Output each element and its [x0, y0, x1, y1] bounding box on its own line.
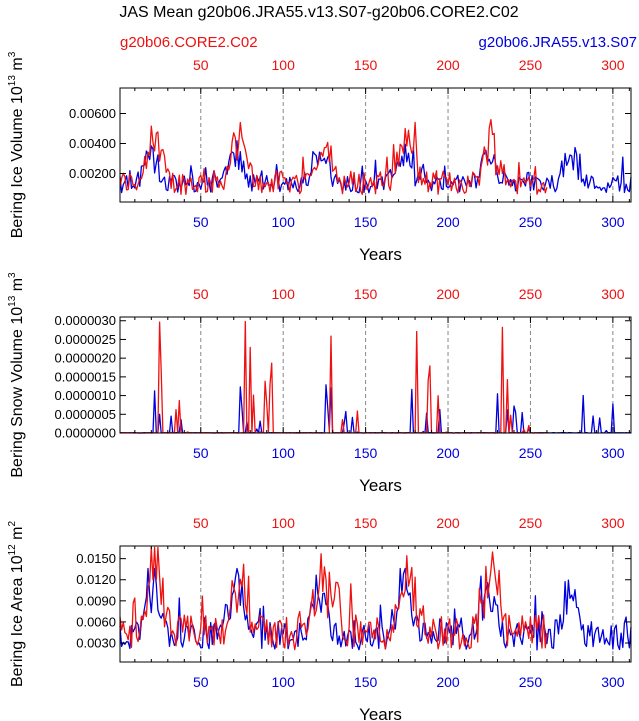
x-tick-label-bottom: 50	[193, 674, 209, 690]
x-tick-label-top: 200	[436, 515, 460, 531]
y-tick-label: 0.0060	[76, 614, 116, 629]
series-line-jra55-panel-1	[119, 140, 632, 194]
x-tick-label-top: 300	[601, 286, 625, 302]
y-axis-label: Bering Snow Volume 1013 m3	[7, 272, 26, 478]
x-tick-label-bottom: 100	[272, 214, 296, 230]
y-tick-label: 0.0000000	[55, 426, 116, 441]
y-tick-label: 0.0000010	[55, 388, 116, 403]
figure-title: JAS Mean g20b06.JRA55.v13.S07-g20b06.COR…	[119, 4, 518, 21]
chart-panel-3: 0.0030 0.0060 0.0090 0.0120 0.0150 50 50 100 100…	[7, 515, 632, 721]
plot-frame	[119, 545, 632, 663]
x-tick-label-top: 250	[519, 515, 543, 531]
x-axis-label: Years	[359, 245, 402, 264]
x-tick-label-top: 100	[272, 515, 296, 531]
x-tick-label-top: 250	[519, 57, 543, 73]
x-tick-label-top: 150	[354, 57, 378, 73]
y-tick-label: 0.0000015	[55, 369, 116, 384]
y-tick-label: 0.0000005	[55, 407, 116, 422]
x-tick-label-bottom: 300	[601, 214, 625, 230]
x-tick-label-bottom: 250	[519, 674, 543, 690]
y-tick-label: 0.0030	[76, 636, 116, 651]
chart-panel-2: 0.0000000 0.0000005 0.0000010 0.0000015 0.00…	[7, 272, 632, 495]
x-tick-label-bottom: 250	[519, 214, 543, 230]
series-line-jra55-panel-2	[119, 384, 632, 434]
y-axis-label: Bering Ice Area 1012 m2	[7, 521, 26, 688]
series-line-core2-panel-2	[119, 320, 547, 434]
x-tick-label-top: 100	[272, 286, 296, 302]
x-tick-label-top: 250	[519, 286, 543, 302]
y-axis-label: Bering Ice Volume 1013 m3	[7, 51, 26, 238]
x-tick-label-bottom: 150	[354, 445, 378, 461]
y-tick-label: 0.0000025	[55, 332, 116, 347]
x-tick-label-bottom: 300	[601, 674, 625, 690]
x-tick-label-top: 150	[354, 515, 378, 531]
x-tick-label-bottom: 150	[354, 214, 378, 230]
plot-frame	[119, 316, 632, 434]
x-tick-label-bottom: 200	[436, 445, 460, 461]
plot-frame	[119, 87, 632, 203]
x-tick-label-top: 300	[601, 57, 625, 73]
x-tick-label-bottom: 100	[272, 674, 296, 690]
x-axis-label: Years	[359, 705, 402, 721]
x-tick-label-bottom: 200	[436, 214, 460, 230]
x-axis-label: Years	[359, 476, 402, 495]
x-tick-label-bottom: 200	[436, 674, 460, 690]
x-tick-label-top: 100	[272, 57, 296, 73]
y-tick-label: 0.0120	[76, 572, 116, 587]
x-tick-label-top: 300	[601, 515, 625, 531]
y-tick-label: 0.0000030	[55, 313, 116, 328]
legend-red-label: g20b06.CORE2.C02	[120, 34, 258, 51]
x-tick-label-bottom: 50	[193, 445, 209, 461]
x-tick-label-bottom: 100	[272, 445, 296, 461]
x-tick-label-top: 200	[436, 286, 460, 302]
y-tick-label: 0.0090	[76, 593, 116, 608]
y-tick-label: 0.0000020	[55, 351, 116, 366]
x-tick-label-bottom: 50	[193, 214, 209, 230]
y-tick-label: 0.00200	[69, 166, 116, 181]
x-tick-label-top: 200	[436, 57, 460, 73]
y-tick-label: 0.0150	[76, 551, 116, 566]
x-tick-label-top: 50	[193, 286, 209, 302]
chart-panel-1: 0.00200 0.00400 0.00600 50 50 100 100 150 150 200…	[7, 51, 632, 264]
y-tick-label: 0.00600	[69, 106, 116, 121]
x-tick-label-top: 150	[354, 286, 378, 302]
legend-blue-label: g20b06.JRA55.v13.S07	[479, 34, 637, 51]
y-tick-label: 0.00400	[69, 136, 116, 151]
x-tick-label-top: 50	[193, 57, 209, 73]
series-line-core2-panel-1	[119, 118, 548, 196]
x-tick-label-bottom: 250	[519, 445, 543, 461]
x-tick-label-bottom: 300	[601, 445, 625, 461]
x-tick-label-bottom: 150	[354, 674, 378, 690]
x-tick-label-top: 50	[193, 515, 209, 531]
series-line-core2-panel-3	[119, 546, 548, 651]
